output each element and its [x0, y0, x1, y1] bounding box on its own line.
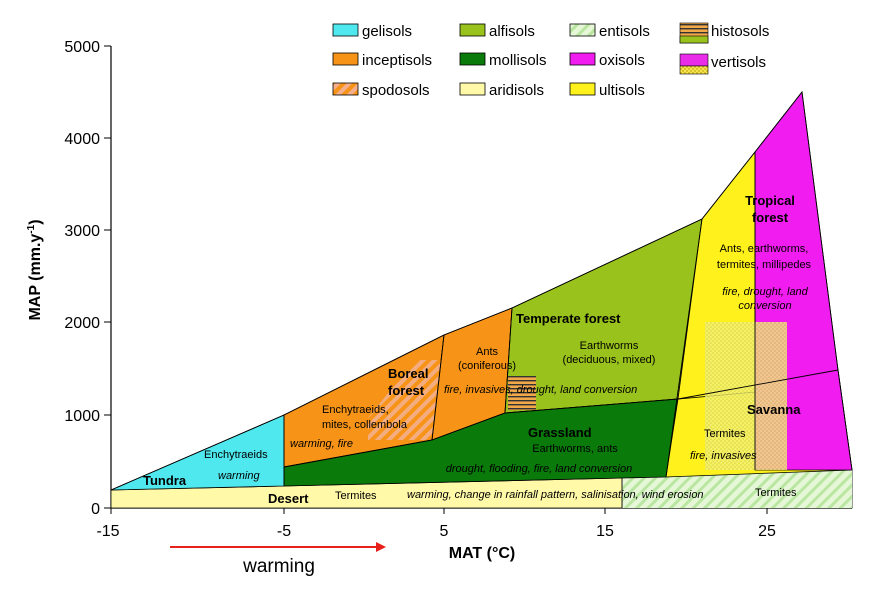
grassland-threat: drought, flooding, fire, land conversion	[446, 463, 633, 475]
tropical-threat-1: fire, drought, land	[722, 286, 808, 298]
legend-item-oxisols: oxisols	[569, 52, 645, 69]
x-tick-15: 15	[596, 523, 614, 540]
coniferous-fauna-2: (coniferous)	[458, 360, 516, 372]
warming-arrow: warming	[170, 542, 386, 577]
tundra-label: Tundra	[143, 473, 187, 488]
legend-item-vertisols: vertisols	[679, 53, 766, 75]
threat-labels: warming warming, fire fire, invasives, d…	[218, 286, 809, 501]
legend-item-aridisols: aridisols	[459, 82, 544, 99]
x-tick--5: -5	[277, 523, 291, 540]
svg-text:vertisols: vertisols	[711, 54, 766, 71]
tropical-label-2: forest	[752, 210, 789, 225]
legend-item-gelisols: gelisols	[332, 23, 412, 40]
legend-item-alfisols: alfisols	[459, 23, 535, 40]
legend-item-entisols: entisols	[569, 23, 650, 40]
svg-text:mollisols: mollisols	[489, 52, 547, 69]
biome-labels: Tundra Desert Boreal forest Temperate fo…	[143, 193, 801, 506]
histosols-region	[508, 376, 536, 410]
svg-text:ultisols: ultisols	[599, 82, 645, 99]
x-axis: -15 -5 5 15 25 MAT (°C)	[96, 507, 852, 562]
warming-label: warming	[242, 556, 315, 577]
boreal-fauna-2: mites, collembola	[322, 419, 408, 431]
tundra-fauna: Enchytraeids	[204, 449, 268, 461]
legend: gelisols alfisols entisols histosols inc…	[332, 22, 769, 99]
temperate-fauna-1: Earthworms	[580, 340, 639, 352]
legend-item-mollisols: mollisols	[459, 52, 547, 69]
legend-item-histosols: histosols	[679, 22, 769, 44]
temperate-fauna-2: (deciduous, mixed)	[563, 354, 656, 366]
desert-threat: warming, change in rainfall pattern, sal…	[407, 489, 704, 501]
y-tick-3000: 3000	[64, 223, 100, 240]
svg-text:spodosols: spodosols	[362, 82, 430, 99]
svg-text:inceptisols: inceptisols	[362, 52, 432, 69]
svg-text:entisols: entisols	[599, 23, 650, 40]
tropical-fauna-2: termites, millipedes	[717, 259, 812, 271]
x-axis-label: MAT (°C)	[449, 545, 516, 562]
tundra-threat: warming	[218, 470, 260, 482]
x-tick-25: 25	[758, 523, 776, 540]
vertisols-region	[705, 322, 787, 470]
fauna-labels: Enchytraeids Enchytraeids, mites, collem…	[204, 243, 812, 502]
boreal-threat: warming, fire	[290, 438, 353, 450]
legend-item-inceptisols: inceptisols	[332, 52, 432, 69]
desert-fauna-2: Termites	[755, 487, 797, 499]
y-tick-1000: 1000	[64, 408, 100, 425]
arrow-head-icon	[376, 542, 386, 552]
tropical-threat-2: conversion	[738, 300, 791, 312]
boreal-label-2: forest	[388, 383, 425, 398]
grassland-fauna: Earthworms, ants	[532, 443, 618, 455]
savanna-fauna: Termites	[704, 428, 746, 440]
svg-text:gelisols: gelisols	[362, 23, 412, 40]
boreal-fauna-1: Enchytraeids,	[322, 404, 389, 416]
boundary-lines	[110, 90, 853, 508]
x-tick--15: -15	[96, 523, 119, 540]
legend-item-ultisols: ultisols	[569, 82, 645, 99]
legend-item-spodosols: spodosols	[332, 82, 430, 99]
y-tick-5000: 5000	[64, 39, 100, 56]
coniferous-fauna-1: Ants	[476, 346, 499, 358]
y-axis: 5000 4000 3000 2000 1000 0 MAP (mm.y-1)	[26, 39, 112, 518]
y-tick-4000: 4000	[64, 131, 100, 148]
tropical-label-1: Tropical	[745, 193, 795, 208]
temperate-threat: fire, invasives, drought, land conversio…	[444, 384, 637, 396]
y-tick-0: 0	[91, 501, 100, 518]
tropical-fauna-1: Ants, earthworms,	[720, 243, 809, 255]
boreal-label-1: Boreal	[388, 366, 428, 381]
grassland-label: Grassland	[528, 425, 592, 440]
desert-label: Desert	[268, 491, 309, 506]
savanna-threat: fire, invasives	[690, 450, 757, 462]
y-axis-label: MAP (mm.y-1)	[26, 219, 44, 320]
x-tick-5: 5	[440, 523, 449, 540]
svg-text:aridisols: aridisols	[489, 82, 544, 99]
svg-text:alfisols: alfisols	[489, 23, 535, 40]
temperate-label: Temperate forest	[516, 311, 621, 326]
svg-text:oxisols: oxisols	[599, 52, 645, 69]
desert-fauna-1: Termites	[335, 490, 377, 502]
svg-text:histosols: histosols	[711, 23, 769, 40]
y-tick-2000: 2000	[64, 315, 100, 332]
savanna-label: Savanna	[747, 402, 801, 417]
entisols-region	[622, 470, 852, 508]
